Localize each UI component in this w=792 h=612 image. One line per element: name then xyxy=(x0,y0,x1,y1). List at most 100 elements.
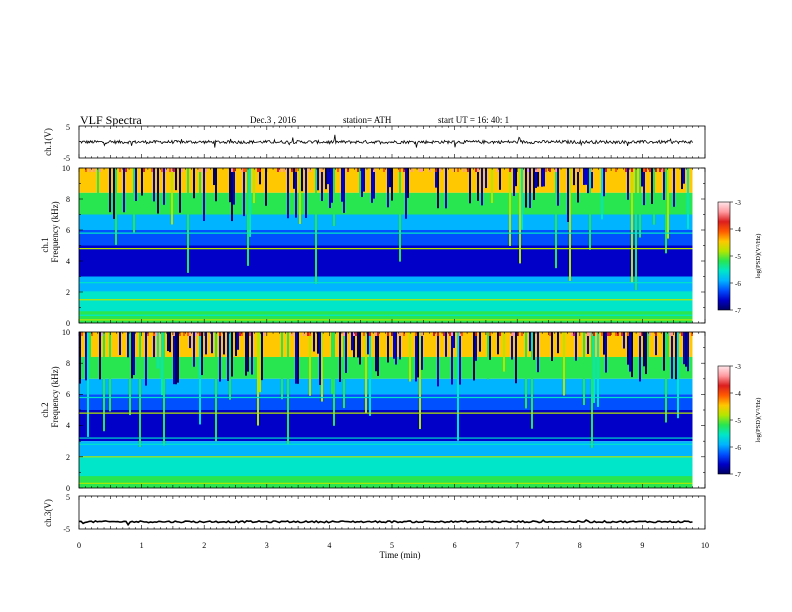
spectrogram-hot-pixel xyxy=(259,168,261,172)
time-tick-label: 0 xyxy=(77,541,81,550)
spectrogram-hot-pixel xyxy=(169,168,171,172)
spectrogram-sferic xyxy=(103,332,105,432)
spectrogram-sferic xyxy=(601,168,603,220)
spectrogram-dropout xyxy=(223,332,225,355)
spectrogram-hot-pixel xyxy=(475,332,477,336)
spectrogram-dropout xyxy=(213,168,215,186)
spectrogram-hot-pixel xyxy=(279,168,281,172)
ch3-ytick-top: 5 xyxy=(66,493,70,502)
time-tick-label: 1 xyxy=(140,541,144,550)
spectrogram-hot-pixel xyxy=(659,168,661,172)
spectrogram-dropout xyxy=(435,168,437,188)
spectrogram-sferic xyxy=(531,332,533,429)
spectrogram-sferic xyxy=(569,168,571,281)
spectrogram-dropout xyxy=(655,332,657,356)
spectrogram-dropout xyxy=(645,332,647,375)
spectrogram-dropout xyxy=(651,168,653,204)
spectrogram-dropout xyxy=(193,332,195,367)
spectrogram-hot-pixel xyxy=(421,168,423,172)
spectrogram-sferic xyxy=(665,332,667,423)
spectrogram-hot-pixel xyxy=(477,168,479,172)
spectrogram-dropout xyxy=(631,332,633,378)
spectrogram-sferic xyxy=(115,168,117,245)
spectrogram-dropout xyxy=(361,168,363,197)
spectrogram-hot-pixel xyxy=(621,332,623,336)
spectrogram-sferic xyxy=(321,332,323,402)
spectrogram-dropout xyxy=(489,332,491,360)
spectrogram-hot-pixel xyxy=(241,332,243,336)
spectrogram-hot-pixel xyxy=(101,332,103,336)
spectrogram-hot-pixel xyxy=(403,168,405,172)
spectrogram-hot-pixel xyxy=(643,168,645,172)
spectrogram-dropout xyxy=(109,168,111,213)
spectrogram-dropout xyxy=(577,168,579,203)
ch2-spectrogram-panel: 0 2 4 6 8 10 ch.2 Frequency (kHz) xyxy=(40,328,706,493)
spectrogram-dropout xyxy=(643,332,645,367)
spectrogram-dropout xyxy=(475,332,477,361)
spectrogram-dropout xyxy=(231,332,233,377)
spectrogram-hot-pixel xyxy=(537,168,539,172)
spectrogram-dropout xyxy=(375,332,377,372)
spectrogram-sferic xyxy=(287,332,289,445)
spectrogram-dropout xyxy=(683,332,685,365)
spectrogram-dropout xyxy=(177,332,179,383)
spectrogram-hot-pixel xyxy=(555,168,557,172)
spectrogram-dropout xyxy=(387,332,389,363)
ch2-ytick: 10 xyxy=(62,328,70,337)
spectrogram-dropout xyxy=(319,332,321,385)
spectrogram-sferic xyxy=(631,168,633,283)
ch1-ytick: 4 xyxy=(66,257,70,266)
ch2-ytick: 8 xyxy=(66,359,70,368)
time-axis-label: Time (min) xyxy=(380,550,421,560)
spectrogram-hot-pixel xyxy=(601,332,603,336)
spectrogram-hot-pixel xyxy=(233,168,235,172)
spectrogram-dropout xyxy=(343,168,345,213)
spectrogram-dropout xyxy=(265,168,267,206)
ch2-colorbar-gradient xyxy=(717,365,731,475)
ch2-ytick: 4 xyxy=(66,421,70,430)
spectrogram-hot-pixel xyxy=(627,332,629,336)
spectrogram-sferic xyxy=(593,332,595,403)
spectrogram-dropout xyxy=(331,168,333,203)
spectrogram-band xyxy=(79,310,693,323)
spectrogram-hot-pixel xyxy=(187,332,189,336)
spectrogram-dropout xyxy=(321,168,323,202)
spectrogram-hot-pixel xyxy=(283,168,285,172)
date-label: Dec.3 , 2016 xyxy=(250,115,296,125)
spectrogram-sferic xyxy=(359,168,361,210)
spectrogram-sferic xyxy=(365,332,367,413)
spectrogram-dropout xyxy=(583,168,585,185)
spectrogram-dropout xyxy=(371,168,373,203)
spectrogram-dropout xyxy=(685,332,687,367)
spectrogram-sferic xyxy=(89,332,91,366)
spectrogram-dropout xyxy=(127,332,129,358)
spectrogram-dropout xyxy=(681,168,683,190)
time-tick-label: 8 xyxy=(578,541,582,550)
spectrogram-dropout xyxy=(675,332,677,380)
spectrogram-dropout xyxy=(219,332,221,382)
spectrogram-hot-pixel xyxy=(435,168,437,172)
spectrogram-hot-pixel xyxy=(615,332,617,336)
spectrogram-dropout xyxy=(99,332,101,380)
spectrogram-dropout xyxy=(535,168,537,188)
spectrogram-dropout xyxy=(541,168,543,187)
spectrogram-hot-pixel xyxy=(181,168,183,172)
spectrogram-sferic xyxy=(677,332,679,419)
spectrogram-hot-pixel xyxy=(91,332,93,336)
spectrogram-dropout xyxy=(153,332,155,358)
spectrogram-dropout xyxy=(445,168,447,209)
spectrogram-dropout xyxy=(587,332,589,354)
spectrogram-sferic xyxy=(503,332,505,372)
spectrogram-hot-pixel xyxy=(337,168,339,172)
time-axis-tick-labels: 0 1 2 3 4 5 6 7 8 9 10 xyxy=(77,541,709,550)
ch2-ytick: 2 xyxy=(66,453,70,462)
spectrogram-hot-pixel xyxy=(617,332,619,336)
spectrogram-dropout xyxy=(305,168,307,218)
spectrogram-sferic xyxy=(583,332,585,406)
spectrogram-dropout xyxy=(603,168,605,197)
spectrogram-dropout xyxy=(479,332,481,352)
spectrogram-hot-pixel xyxy=(355,332,357,336)
spectrogram-hot-pixel xyxy=(661,168,663,172)
spectrogram-sferic xyxy=(259,332,261,393)
spectrogram-hot-pixel xyxy=(517,332,519,336)
